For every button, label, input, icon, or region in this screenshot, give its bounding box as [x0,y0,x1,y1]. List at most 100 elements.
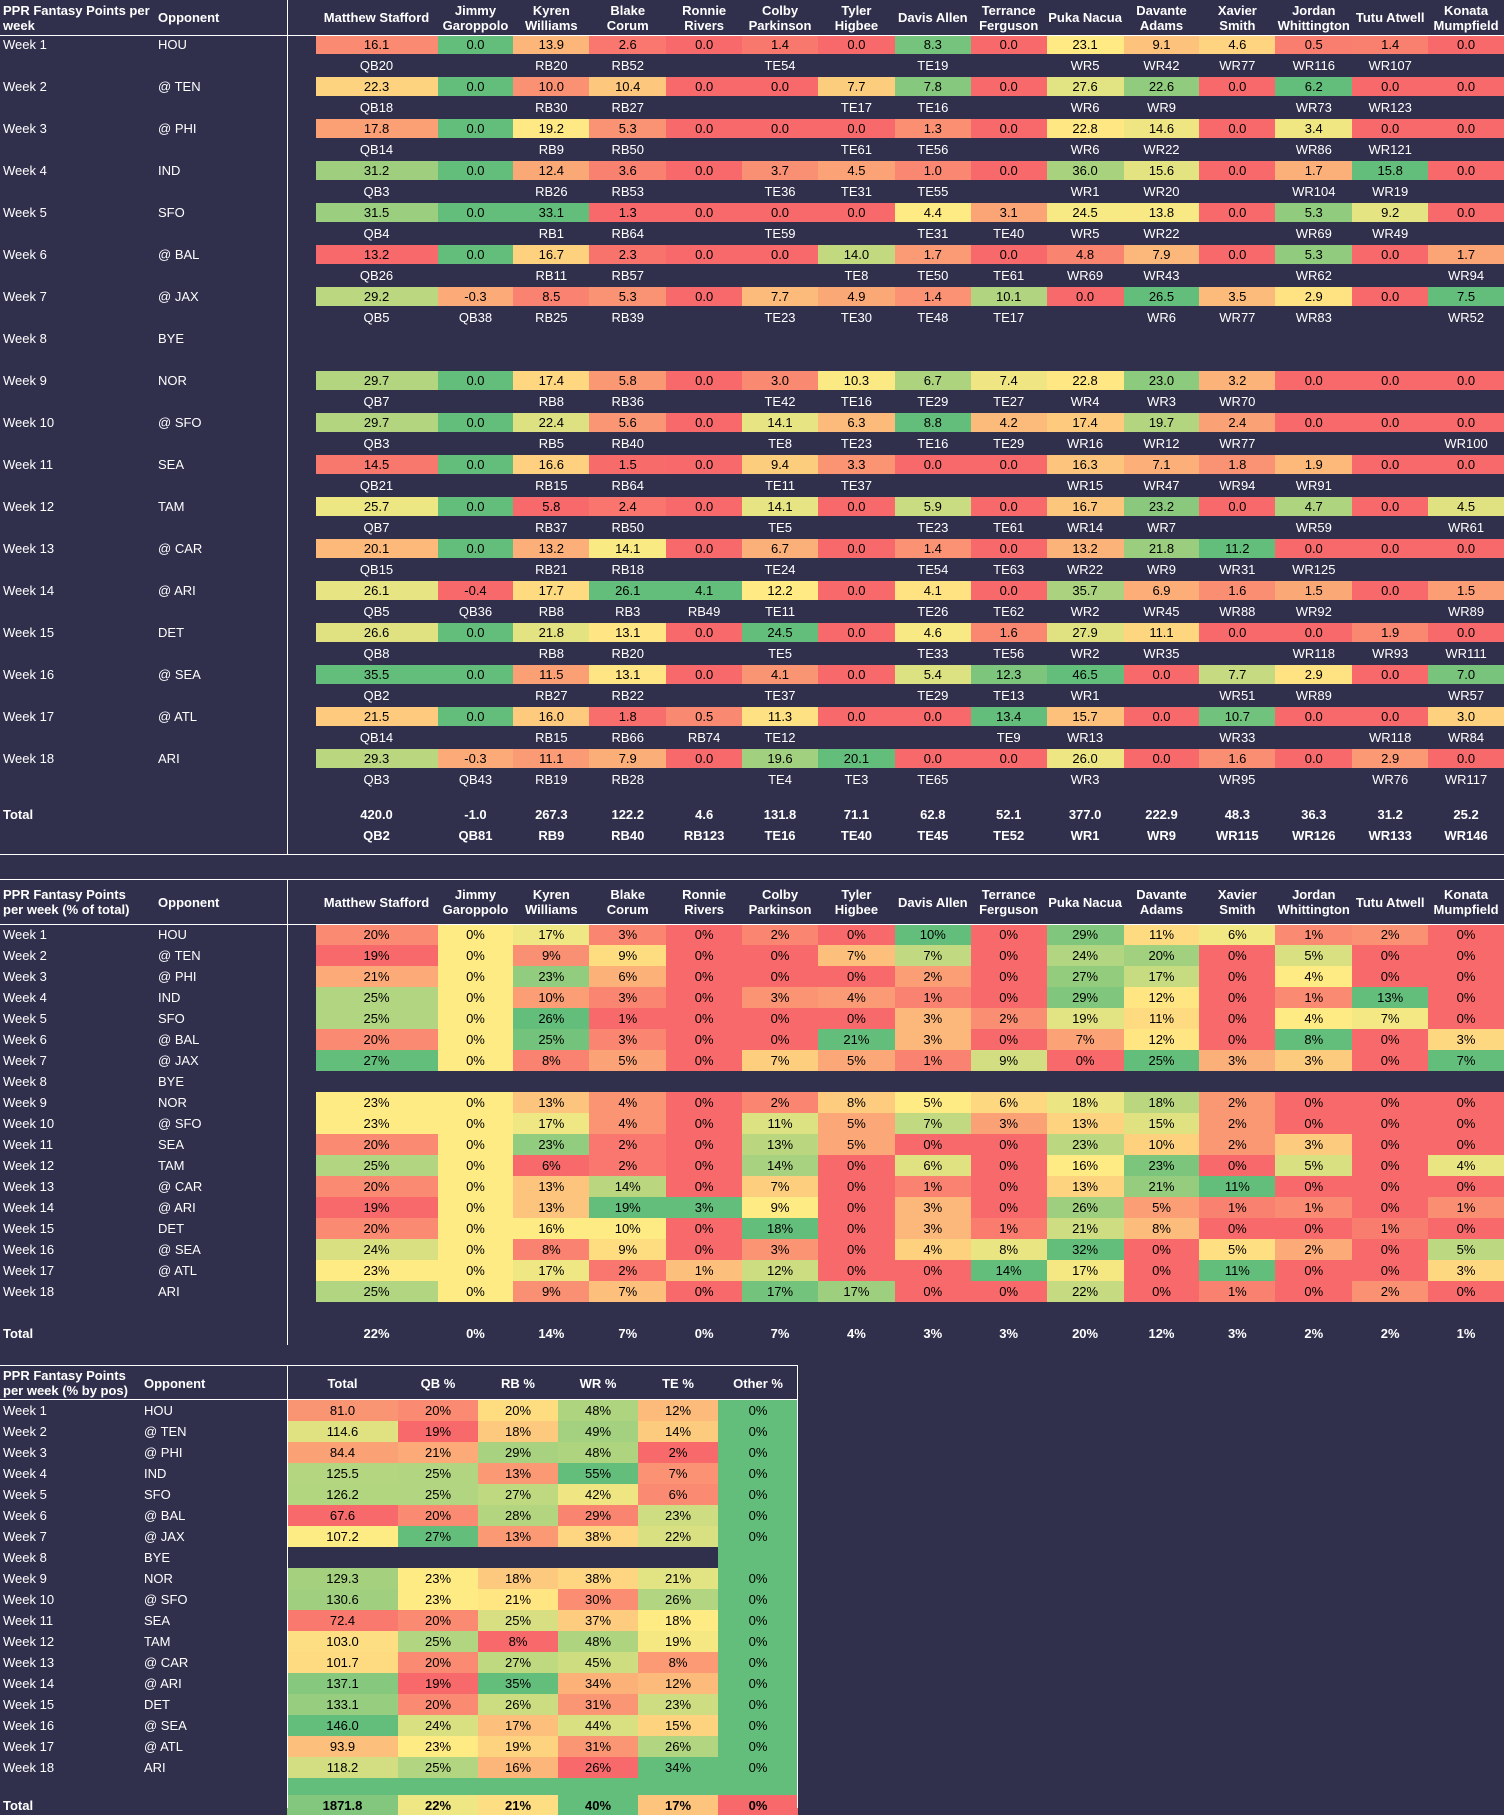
percent-cell: 0% [894,1134,971,1155]
percent-cell: 0% [437,1239,514,1260]
percent-cell: 0% [1428,1113,1504,1134]
rank-cell: RB52 [611,58,644,73]
rank-cell [818,600,895,623]
points-cell: 23.1 [1046,35,1124,54]
rank-cell: TE65 [917,772,949,787]
week-row: Week 6 @ BAL 13.2 0.0 16.7 2.3 0.0 0.0 14.0 1.7 0.… [0,245,1504,264]
points-cell: 0.0 [1199,77,1276,96]
points-cell: 26.6 [315,623,438,642]
percent-cell: 5% [1428,1239,1504,1260]
rank-cell: QB7 [363,520,390,535]
week-row: Week 4 IND 31.2 0.0 12.4 3.6 0.0 3.7 4.5 1.0 0.0 36… [0,161,1504,180]
week-row: Week 6 @ BAL 20% 0% 25% 3% 0% 0% 21% 3% 0% 7% 12% 0% 8… [0,1029,1504,1050]
percent-cell: 27% [315,1050,438,1071]
position-cell: 0% [718,1631,798,1652]
points-cell: 5.6 [589,413,667,432]
week-row: Week 3 @ PHI 21% 0% 23% 6% 0% 0% 0% 2% 0% 27% 17% 0% 4… [0,966,1504,987]
position-cell: 137.1 [287,1673,398,1694]
points-cell: 0.0 [666,413,743,432]
percent-cell: 0% [1352,1050,1429,1071]
percent-cell: 25% [1123,1050,1200,1071]
position-cell: 38% [558,1568,638,1589]
rank-cell [666,306,742,329]
points-cell: 12.2 [742,581,818,600]
rank-cell [666,54,742,77]
percent-cell: 10% [1123,1134,1200,1155]
percent-cell [1352,1071,1428,1092]
percent-cell: 17% [817,1281,895,1302]
table-title: PPR Fantasy Points per week (% of total) [0,880,155,924]
percent-cell: 0% [666,966,743,987]
rank-cell: WR6 [1070,100,1100,115]
total-rank-cell: WR115 [1216,827,1259,843]
rank-cell: WR1 [1070,184,1100,199]
rank-cell: WR16 [1067,436,1104,451]
rank-cell: QB5 [363,604,390,619]
rank-cell [666,516,742,539]
percent-cell: 0% [437,945,514,966]
total-rank-cell: TE52 [993,827,1025,843]
position-cell: 13% [478,1463,558,1484]
points-cell: 0.0 [817,35,895,54]
percent-cell: 0% [1046,1050,1124,1071]
rank-cell: TE63 [993,562,1025,577]
position-cell: 101.7 [287,1652,398,1673]
rank-cell: TE50 [917,268,949,283]
percent-cell [818,1071,895,1092]
percent-cell: 25% [315,1008,438,1029]
points-cell: 0.0 [437,707,514,726]
points-cell: 0.0 [1199,119,1276,138]
percent-cell: 0% [1199,945,1276,966]
rank-cell: WR89 [1295,688,1332,703]
rank-cell: TE48 [917,310,949,325]
week-label: Week 14 [3,1676,55,1691]
rank-row: QB3 RB5 RB40 TE8 TE23 TE16 TE29 WR16 WR12 WR77 WR1… [0,432,1504,455]
points-cell [971,329,1047,348]
percent-cell: 12% [1123,1029,1200,1050]
week-row: Week 13 @ CAR 101.7 20% 27% 45% 8% 0% [0,1652,798,1673]
opponent-cell: NOR [158,1095,187,1110]
rank-row: QB2 RB27 RB22 TE37 TE29 TE13 WR1 WR51 WR89 WR57 [0,684,1504,707]
player-header: Blake Corum [606,887,649,917]
percent-cell: 2% [589,1134,667,1155]
week-label: Week 1 [3,1403,47,1418]
rank-cell: WR86 [1295,142,1332,157]
rank-cell [1199,180,1275,203]
rank-row: QB8 RB8 RB20 TE5 TE33 TE56 WR2 WR35 WR118 WR93 WR1… [0,642,1504,665]
percent-cell: 0% [817,1008,895,1029]
rank-cell: TE23 [917,520,949,535]
total-rank-cell: TE45 [917,827,949,843]
points-cell: 0.0 [437,455,514,474]
rank-cell [513,348,589,371]
points-cell: 7.9 [1123,245,1200,264]
rank-cell: RB50 [611,520,644,535]
rank-cell: TE12 [764,730,796,745]
rank-cell: TE61 [840,142,872,157]
rank-cell: RB27 [535,688,568,703]
points-cell: 13.2 [1046,539,1124,558]
percent-cell: 5% [817,1113,895,1134]
total-cell: 31.2 [1377,806,1403,822]
percent-cell: 2% [1199,1134,1276,1155]
points-cell: 2.3 [589,245,667,264]
position-cell: 23% [638,1694,718,1715]
points-cell: 11.1 [1123,623,1200,642]
percent-cell: 11% [742,1113,818,1134]
player-header: Kyren Williams [525,887,578,917]
points-cell: 14.0 [817,245,895,264]
position-cell: 25% [478,1610,558,1631]
percent-cell: 11% [1123,924,1200,945]
rank-cell [895,474,971,497]
rank-cell: WR43 [1143,268,1180,283]
percent-cell: 0% [1428,987,1504,1008]
points-cell: 0.0 [970,35,1047,54]
rank-cell: RB15 [535,478,568,493]
points-cell: 1.9 [1352,623,1429,642]
percent-cell: 13% [1046,1113,1124,1134]
rank-cell: RB66 [611,730,644,745]
points-cell: 19.7 [1123,413,1200,432]
points-cell: 10.0 [513,77,590,96]
rank-cell: TE56 [993,646,1025,661]
opponent-cell: DET [158,625,185,640]
position-cell: 0% [718,1463,798,1484]
